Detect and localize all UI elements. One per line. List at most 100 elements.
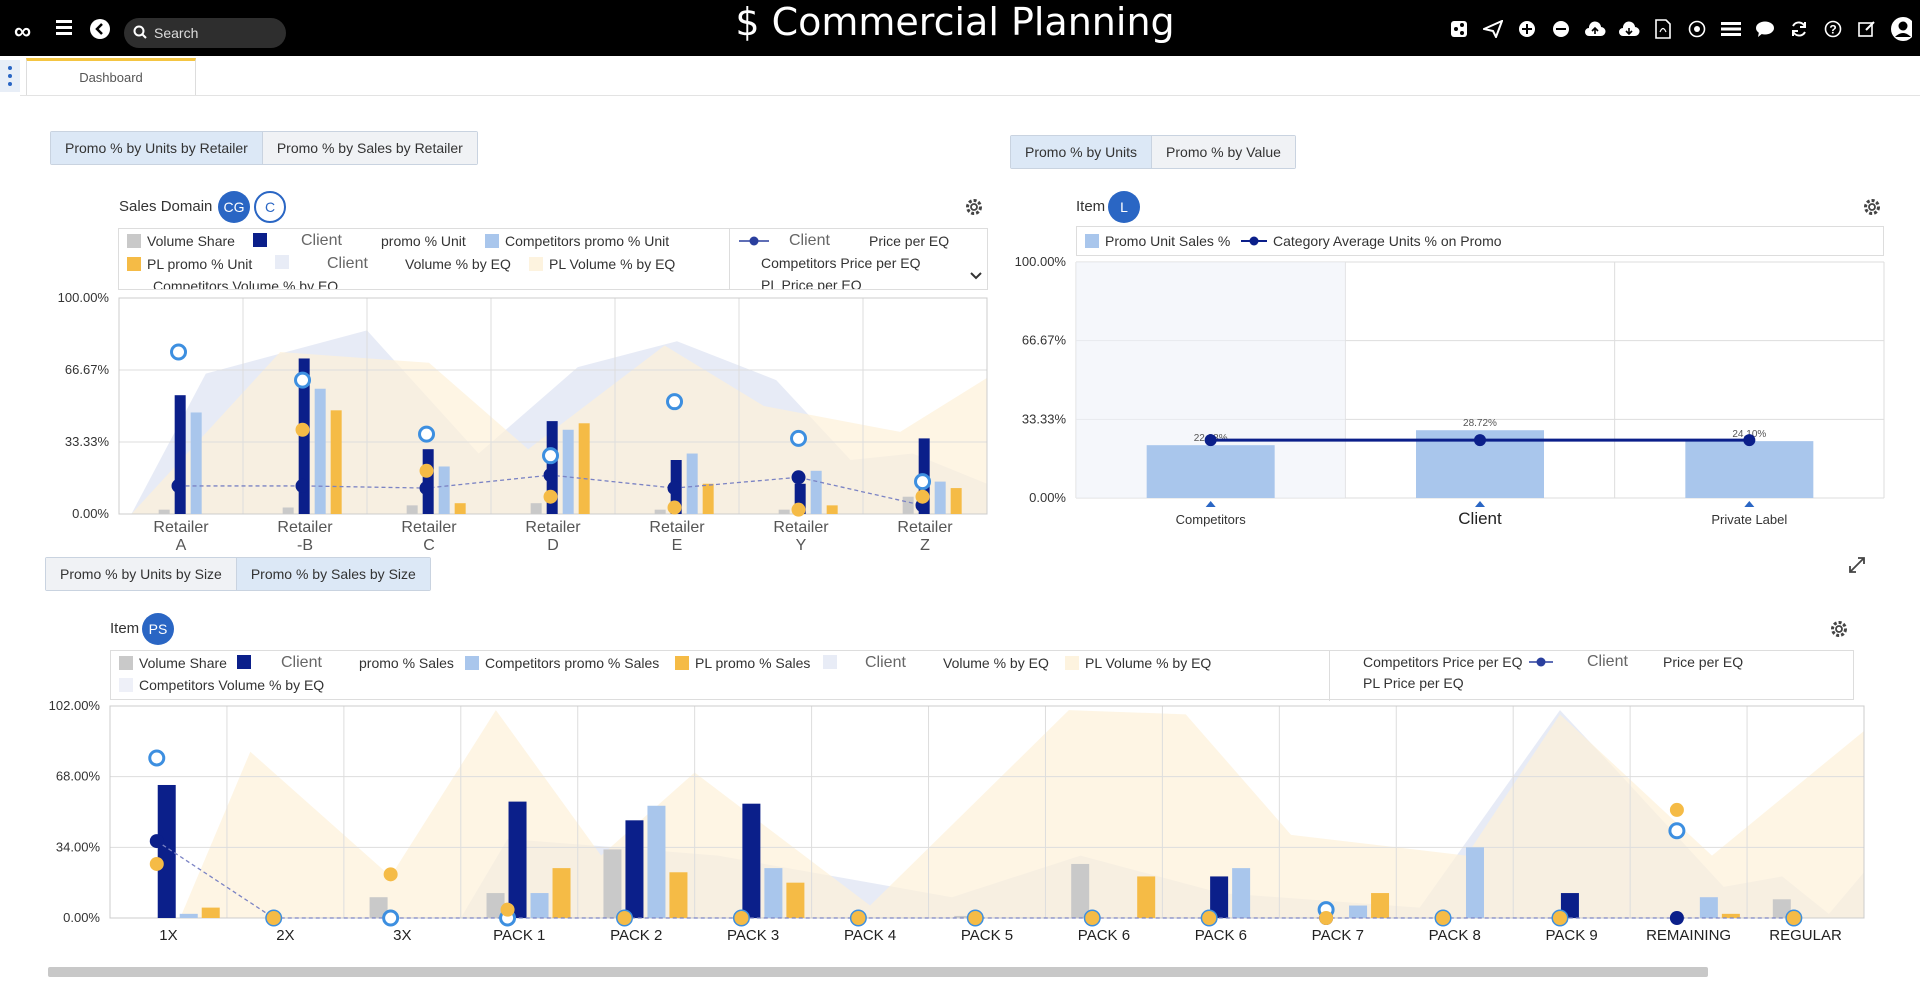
volume-area-pl: [110, 710, 1864, 918]
minus-circle-icon[interactable]: [1550, 18, 1572, 40]
sort-caret-icon: [1205, 501, 1216, 507]
legend-comp-volume-by-eq[interactable]: Competitors Volume % by EQ: [153, 278, 339, 290]
promo-units-by-retailer-button[interactable]: Promo % by Units by Retailer: [51, 132, 263, 164]
bar-promo-unit-sales: [1146, 445, 1275, 498]
pdf-icon[interactable]: [1652, 18, 1674, 40]
x-tick-label: Retailer: [401, 519, 457, 536]
legend-price-per-eq[interactable]: Price per EQ: [1663, 654, 1744, 670]
send-icon[interactable]: [1482, 18, 1504, 40]
line-marker-icon: [1528, 657, 1553, 667]
legend-comp-price-per-eq[interactable]: Competitors Price per EQ: [1363, 654, 1523, 670]
legend-pl-promo-unit[interactable]: PL promo % Unit: [147, 256, 253, 272]
x-tick-label: PACK 3: [727, 927, 779, 944]
legend-client[interactable]: Client: [327, 255, 368, 272]
promo-sales-by-size-button[interactable]: Promo % by Sales by Size: [236, 558, 430, 590]
bar-volume-share: [603, 849, 622, 918]
swatch: [529, 257, 543, 271]
chevron-down-icon[interactable]: [967, 267, 985, 285]
bar-pl-promo-sales: [201, 907, 220, 918]
share-icon[interactable]: [1448, 18, 1470, 40]
back-icon[interactable]: [90, 19, 110, 39]
y-tick-label: 33.33%: [65, 434, 110, 449]
gear-icon[interactable]: [1829, 619, 1849, 639]
edit-icon[interactable]: [1856, 18, 1878, 40]
badge-c[interactable]: C: [254, 191, 286, 223]
legend-promo-unit[interactable]: promo % Unit: [381, 233, 466, 249]
legend-volume-by-eq[interactable]: Volume % by EQ: [943, 655, 1049, 671]
x-tick-label: PACK 6: [1195, 927, 1247, 944]
x-tick-label: C: [423, 537, 435, 554]
expand-icon[interactable]: [1848, 556, 1866, 574]
marker-client-price-per-eq: [791, 470, 806, 485]
x-tick-label: PACK 1: [493, 927, 545, 944]
legend-pl-volume-by-eq[interactable]: PL Volume % by EQ: [1085, 655, 1212, 671]
bar-competitors-promo-unit: [686, 453, 698, 514]
legend-divider: [729, 229, 730, 289]
legend-comp-promo-unit[interactable]: Competitors promo % Unit: [505, 233, 670, 249]
legend-client[interactable]: Client: [301, 232, 342, 249]
legend-client[interactable]: Client: [865, 654, 906, 671]
bar-competitors-promo-unit: [314, 388, 326, 514]
legend-pl-price-per-eq[interactable]: PL Price per EQ: [1363, 675, 1464, 691]
x-tick-label: PACK 9: [1546, 927, 1598, 944]
app-logo[interactable]: ∞: [14, 18, 32, 45]
sidebar-toggle[interactable]: [0, 60, 20, 92]
legend-client[interactable]: Client: [281, 654, 322, 671]
marker-pl-price-per-eq: [1085, 911, 1100, 925]
target-icon[interactable]: [1686, 18, 1708, 40]
legend-client[interactable]: Client: [789, 232, 830, 249]
marker-pl-price-per-eq: [383, 867, 398, 882]
badge-l[interactable]: L: [1108, 191, 1140, 223]
retailer-legend: Volume Share Client promo % Unit Competi…: [118, 228, 988, 290]
legend-price-per-eq[interactable]: Price per EQ: [869, 233, 950, 249]
chat-icon[interactable]: [1754, 18, 1776, 40]
y-tick-label: 102.00%: [49, 700, 101, 713]
search-input[interactable]: Search: [124, 18, 286, 48]
horizontal-scrollbar[interactable]: [48, 967, 1708, 977]
bar-pl-promo-sales: [1721, 913, 1740, 918]
gear-icon[interactable]: [964, 197, 984, 217]
legend-pl-promo-sales[interactable]: PL promo % Sales: [695, 655, 811, 671]
badge-ps[interactable]: PS: [142, 613, 174, 645]
size-legend: Volume Share Client promo % Sales Compet…: [110, 650, 1854, 701]
promo-by-value-button[interactable]: Promo % by Value: [1152, 136, 1295, 168]
item-legend: Promo Unit Sales % Category Average Unit…: [1076, 226, 1884, 256]
help-icon[interactable]: ?: [1822, 18, 1844, 40]
marker-pl-price-per-eq: [1436, 911, 1451, 925]
legend-promo-sales[interactable]: promo % Sales: [359, 655, 454, 671]
marker-pl-price-per-eq: [149, 856, 164, 871]
y-tick-label: 100.00%: [1015, 254, 1067, 269]
line-marker-icon: [1241, 236, 1267, 246]
swatch: [465, 656, 479, 670]
list-icon[interactable]: [1720, 18, 1742, 40]
legend-volume-share[interactable]: Volume Share: [139, 655, 227, 671]
cloud-upload-icon[interactable]: [1584, 18, 1606, 40]
x-tick-label: Y: [796, 537, 807, 554]
y-tick-label: 0.00%: [63, 910, 100, 925]
marker-pl-price-per-eq: [1202, 911, 1217, 925]
bar-pl-promo-sales: [669, 872, 688, 918]
legend-promo-unit-sales[interactable]: Promo Unit Sales %: [1105, 233, 1231, 249]
user-icon[interactable]: [1890, 17, 1912, 41]
legend-category-average[interactable]: Category Average Units % on Promo: [1273, 233, 1502, 249]
marker-client-price-per-eq: [1669, 911, 1684, 925]
legend-comp-promo-sales[interactable]: Competitors promo % Sales: [485, 655, 660, 671]
legend-pl-volume-by-eq[interactable]: PL Volume % by EQ: [549, 256, 676, 272]
cloud-download-icon[interactable]: [1618, 18, 1640, 40]
promo-units-by-size-button[interactable]: Promo % by Units by Size: [46, 558, 237, 590]
tab-dashboard[interactable]: Dashboard: [26, 58, 196, 96]
plus-circle-icon[interactable]: [1516, 18, 1538, 40]
item-chart-svg: 100.00%66.67%33.33%0.00%22.38%Competitor…: [1015, 254, 1885, 528]
legend-comp-volume-by-eq[interactable]: Competitors Volume % by EQ: [139, 677, 325, 693]
refresh-icon[interactable]: [1788, 18, 1810, 40]
badge-cg[interactable]: CG: [218, 191, 250, 223]
legend-volume-share[interactable]: Volume Share: [147, 233, 235, 249]
promo-sales-by-retailer-button[interactable]: Promo % by Sales by Retailer: [262, 132, 477, 164]
gear-icon[interactable]: [1862, 197, 1882, 217]
legend-client[interactable]: Client: [1587, 653, 1628, 670]
legend-comp-price-per-eq[interactable]: Competitors Price per EQ: [761, 255, 921, 271]
legend-pl-price-per-eq[interactable]: PL Price per EQ: [761, 277, 862, 290]
promo-by-units-button[interactable]: Promo % by Units: [1011, 136, 1153, 168]
legend-volume-by-eq[interactable]: Volume % by EQ: [405, 256, 511, 272]
hamburger-menu-icon[interactable]: [56, 20, 78, 36]
